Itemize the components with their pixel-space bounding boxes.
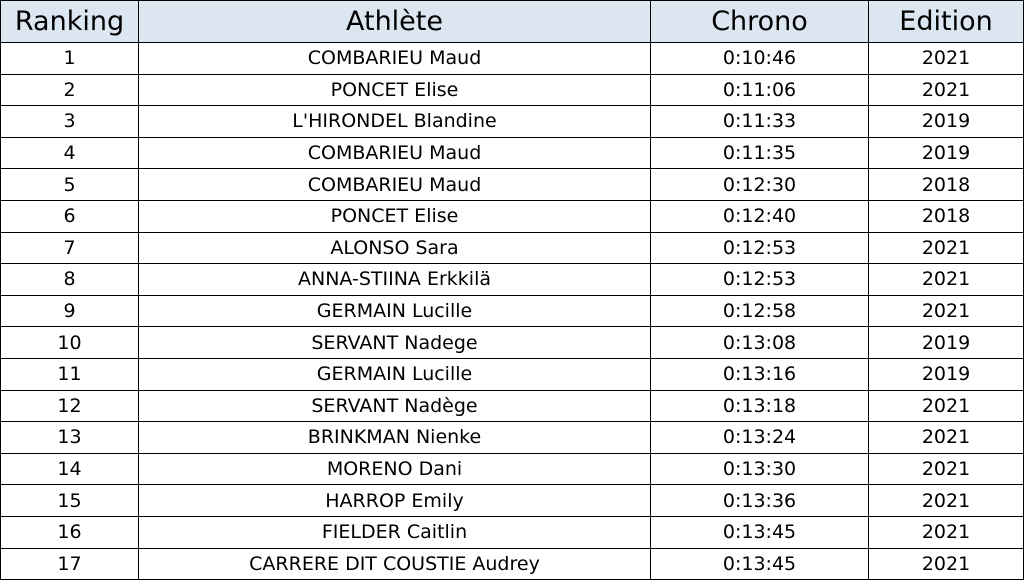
time-cell: 0:13:45 bbox=[650, 547, 869, 581]
rank-cell: 11 bbox=[0, 357, 139, 391]
rank-cell: 16 bbox=[0, 515, 139, 549]
header-cell: Edition bbox=[868, 0, 1024, 43]
athlete-cell: PONCET Elise bbox=[138, 199, 651, 233]
athlete-cell: GERMAIN Lucille bbox=[138, 357, 651, 391]
athlete-cell: FIELDER Caitlin bbox=[138, 515, 651, 549]
edition-cell: 2021 bbox=[868, 73, 1024, 107]
rank-cell: 7 bbox=[0, 231, 139, 265]
time-cell: 0:13:30 bbox=[650, 452, 869, 486]
table-row: 13 BRINKMAN Nienke 0:13:24 2021 bbox=[0, 421, 1024, 454]
edition-cell: 2019 bbox=[868, 357, 1024, 391]
athlete-cell: COMBARIEU Maud bbox=[138, 42, 651, 75]
time-cell: 0:12:40 bbox=[650, 199, 869, 233]
athlete-cell: BRINKMAN Nienke bbox=[138, 421, 651, 454]
rank-cell: 13 bbox=[0, 421, 139, 454]
edition-cell: 2021 bbox=[868, 421, 1024, 454]
athlete-cell: ANNA-STIINA Erkkilä bbox=[138, 263, 651, 296]
header-row: Ranking Athlète Chrono Edition bbox=[0, 0, 1024, 43]
edition-cell: 2021 bbox=[868, 231, 1024, 265]
time-cell: 0:13:45 bbox=[650, 515, 869, 549]
time-cell: 0:11:35 bbox=[650, 136, 869, 170]
header-cell: Athlète bbox=[138, 0, 651, 43]
edition-cell: 2021 bbox=[868, 515, 1024, 549]
table-row: 1 COMBARIEU Maud 0:10:46 2021 bbox=[0, 42, 1024, 75]
rank-cell: 17 bbox=[0, 547, 139, 581]
time-cell: 0:13:24 bbox=[650, 421, 869, 454]
time-cell: 0:12:58 bbox=[650, 294, 869, 328]
time-cell: 0:13:08 bbox=[650, 326, 869, 359]
athlete-cell: MORENO Dani bbox=[138, 452, 651, 486]
athlete-cell: PONCET Elise bbox=[138, 73, 651, 107]
rank-cell: 8 bbox=[0, 263, 139, 296]
edition-cell: 2021 bbox=[868, 389, 1024, 423]
athlete-cell: COMBARIEU Maud bbox=[138, 136, 651, 170]
edition-cell: 2021 bbox=[868, 42, 1024, 75]
rank-cell: 3 bbox=[0, 105, 139, 138]
edition-cell: 2021 bbox=[868, 452, 1024, 486]
edition-cell: 2021 bbox=[868, 547, 1024, 581]
table-row: 3 L'HIRONDEL Blandine 0:11:33 2019 bbox=[0, 105, 1024, 138]
athlete-cell: HARROP Emily bbox=[138, 484, 651, 517]
athlete-cell: L'HIRONDEL Blandine bbox=[138, 105, 651, 138]
table-row: 8 ANNA-STIINA Erkkilä 0:12:53 2021 bbox=[0, 263, 1024, 296]
table-row: 5 COMBARIEU Maud 0:12:30 2018 bbox=[0, 168, 1024, 201]
table-row: 6 PONCET Elise 0:12:40 2018 bbox=[0, 199, 1024, 233]
athlete-cell: GERMAIN Lucille bbox=[138, 294, 651, 328]
time-cell: 0:12:53 bbox=[650, 231, 869, 265]
time-cell: 0:12:53 bbox=[650, 263, 869, 296]
table-row: 4 COMBARIEU Maud 0:11:35 2019 bbox=[0, 136, 1024, 170]
rank-cell: 14 bbox=[0, 452, 139, 486]
rank-cell: 4 bbox=[0, 136, 139, 170]
rank-cell: 9 bbox=[0, 294, 139, 328]
edition-cell: 2018 bbox=[868, 168, 1024, 201]
edition-cell: 2019 bbox=[868, 326, 1024, 359]
header-cell: Chrono bbox=[650, 0, 869, 43]
table-row: 2 PONCET Elise 0:11:06 2021 bbox=[0, 73, 1024, 107]
rank-cell: 5 bbox=[0, 168, 139, 201]
rank-cell: 15 bbox=[0, 484, 139, 517]
time-cell: 0:11:33 bbox=[650, 105, 869, 138]
header-cell: Ranking bbox=[0, 0, 139, 43]
time-cell: 0:13:36 bbox=[650, 484, 869, 517]
athlete-cell: CARRERE DIT COUSTIE Audrey bbox=[138, 547, 651, 581]
time-cell: 0:13:16 bbox=[650, 357, 869, 391]
table-row: 17 CARRERE DIT COUSTIE Audrey 0:13:45 2021 bbox=[0, 547, 1024, 581]
table-row: 16 FIELDER Caitlin 0:13:45 2021 bbox=[0, 515, 1024, 549]
edition-cell: 2018 bbox=[868, 199, 1024, 233]
rank-cell: 1 bbox=[0, 42, 139, 75]
rank-cell: 12 bbox=[0, 389, 139, 423]
athlete-cell: SERVANT Nadège bbox=[138, 389, 651, 423]
time-cell: 0:10:46 bbox=[650, 42, 869, 75]
edition-cell: 2019 bbox=[868, 136, 1024, 170]
time-cell: 0:12:30 bbox=[650, 168, 869, 201]
edition-cell: 2021 bbox=[868, 294, 1024, 328]
table-row: 7 ALONSO Sara 0:12:53 2021 bbox=[0, 231, 1024, 265]
athlete-cell: ALONSO Sara bbox=[138, 231, 651, 265]
table-row: 11 GERMAIN Lucille 0:13:16 2019 bbox=[0, 357, 1024, 391]
table-row: 15 HARROP Emily 0:13:36 2021 bbox=[0, 484, 1024, 517]
rank-cell: 10 bbox=[0, 326, 139, 359]
rank-cell: 6 bbox=[0, 199, 139, 233]
edition-cell: 2021 bbox=[868, 263, 1024, 296]
time-cell: 0:11:06 bbox=[650, 73, 869, 107]
edition-cell: 2021 bbox=[868, 484, 1024, 517]
edition-cell: 2019 bbox=[868, 105, 1024, 138]
table-row: 9 GERMAIN Lucille 0:12:58 2021 bbox=[0, 294, 1024, 328]
time-cell: 0:13:18 bbox=[650, 389, 869, 423]
table-row: 12 SERVANT Nadège 0:13:18 2021 bbox=[0, 389, 1024, 423]
table-row: 10 SERVANT Nadege 0:13:08 2019 bbox=[0, 326, 1024, 359]
rank-cell: 2 bbox=[0, 73, 139, 107]
table-row: 14 MORENO Dani 0:13:30 2021 bbox=[0, 452, 1024, 486]
athlete-cell: SERVANT Nadege bbox=[138, 326, 651, 359]
athlete-cell: COMBARIEU Maud bbox=[138, 168, 651, 201]
